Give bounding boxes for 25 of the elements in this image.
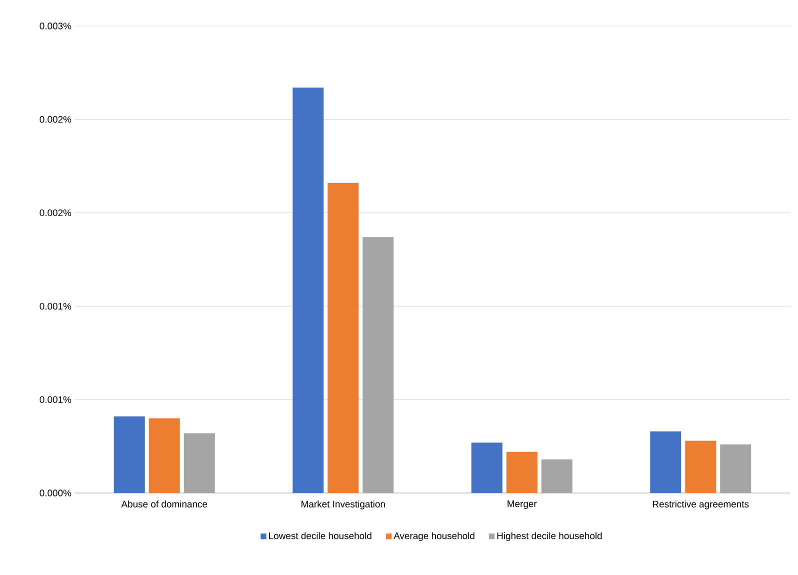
bar — [184, 433, 215, 493]
x-tick-label: Abuse of dominance — [121, 500, 208, 508]
legend-label: Lowest decile household — [269, 532, 372, 540]
bar — [471, 442, 502, 493]
bar — [506, 452, 538, 493]
x-tick-label: Merger — [508, 500, 537, 509]
y-tick-label: 0.000% — [40, 490, 72, 496]
y-tick-label: 0.001% — [40, 396, 72, 403]
y-tick-label: 0.001% — [40, 302, 72, 310]
bar — [720, 444, 752, 493]
bar — [541, 459, 572, 493]
y-tick-label: 0.002% — [40, 209, 72, 216]
y-tick-label: 0.002% — [40, 116, 72, 123]
y-tick-label: 0.003% — [40, 22, 72, 30]
x-tick-label: Market Investigation — [302, 500, 385, 510]
legend-label: Highest decile household — [497, 532, 602, 542]
bar — [685, 440, 716, 493]
bar — [148, 418, 180, 493]
x-tick-label: Restrictive agreements — [653, 500, 749, 510]
legend-label: Average household — [394, 532, 474, 542]
bar — [328, 182, 359, 493]
bar — [650, 431, 682, 493]
bar — [292, 88, 324, 493]
bar — [362, 237, 394, 493]
bar — [114, 416, 145, 493]
